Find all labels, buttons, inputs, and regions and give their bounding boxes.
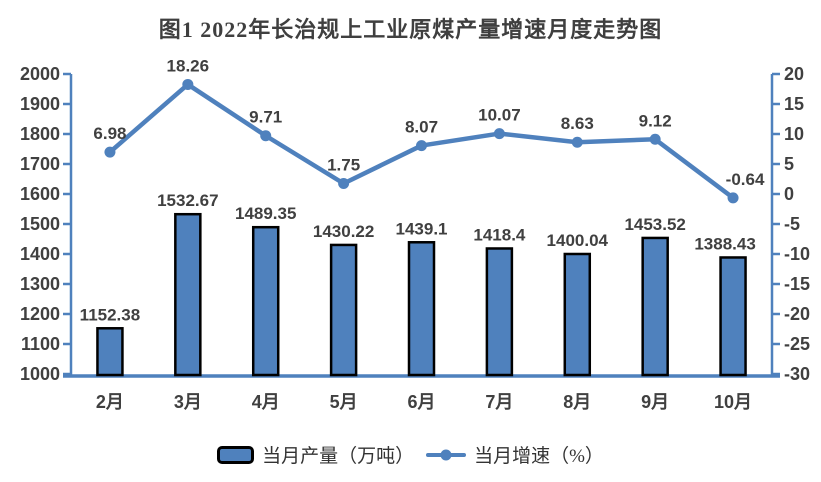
line-value-label: 9.71: [249, 108, 282, 127]
y-axis-right-tick-label: 20: [784, 64, 804, 84]
line-value-label: 8.63: [561, 114, 594, 133]
line-value-label: 6.98: [93, 124, 126, 143]
x-axis-category-label: 6月: [407, 392, 435, 412]
line-value-label: 18.26: [167, 56, 210, 75]
x-axis-category-label: 3月: [174, 392, 202, 412]
line-marker: [260, 130, 272, 142]
y-axis-left-tick-label: 1200: [20, 304, 60, 324]
y-axis-right-tick-label: -25: [784, 334, 810, 354]
line-value-label: 9.12: [639, 111, 672, 130]
y-axis-right-tick-label: -15: [784, 274, 810, 294]
line-value-label: 1.75: [327, 156, 360, 175]
y-axis-left-tick-label: 1800: [20, 124, 60, 144]
bar-value-label: 1430.22: [313, 222, 374, 241]
line-series-swatch-icon: [426, 449, 467, 460]
y-axis-left-tick-label: 1000: [20, 364, 60, 384]
bar-5月: [329, 243, 358, 377]
line-marker: [416, 140, 427, 152]
line-value-label: 8.07: [405, 118, 438, 137]
y-axis-right-tick-label: -10: [784, 244, 810, 264]
bar-6月: [407, 241, 436, 377]
y-axis-left-tick-label: 1700: [20, 154, 60, 174]
x-axis-category-label: 10月: [714, 392, 752, 412]
line-value-label: 10.07: [478, 106, 521, 125]
bar-value-label: 1439.1: [396, 219, 448, 238]
y-axis-right-tick-label: -20: [784, 304, 810, 324]
y-axis-right-tick-label: -30: [784, 364, 810, 384]
y-axis-left-tick-label: 1100: [21, 334, 60, 354]
bar-4月: [251, 225, 280, 377]
bar-value-label: 1388.43: [694, 234, 755, 253]
line-marker: [182, 78, 194, 90]
bar-10月: [719, 256, 747, 377]
line-marker-dot-icon: [440, 449, 452, 460]
y-axis-left-tick-label: 1600: [20, 184, 60, 204]
y-axis-left-tick-label: 1300: [20, 274, 60, 294]
legend-label-growth: 当月增速（%）: [474, 446, 604, 467]
line-marker: [338, 178, 350, 189]
bar-8月: [563, 252, 592, 377]
x-axis-category-label: 2月: [96, 392, 124, 412]
y-axis-left-tick-label: 2000: [20, 64, 60, 84]
line-value-label: -0.64: [726, 170, 765, 189]
line-marker: [571, 136, 583, 148]
bar-series-swatch-icon: [217, 445, 255, 464]
bar-value-label: 1418.4: [473, 225, 526, 244]
x-axis-category-label: 8月: [563, 392, 591, 412]
y-axis-left-tick-label: 1400: [20, 244, 60, 264]
line-marker: [649, 133, 661, 145]
bar-3月: [174, 212, 202, 377]
bar-2月: [96, 327, 124, 377]
x-axis-category-label: 4月: [252, 392, 280, 412]
legend-item-production: 当月产量（万吨）: [217, 441, 414, 468]
y-axis-left-tick-label: 1900: [20, 94, 60, 114]
bar-7月: [485, 247, 514, 377]
x-axis-category-label: 9月: [641, 392, 669, 412]
line-marker: [493, 128, 505, 140]
bar-value-label: 1489.35: [235, 204, 296, 223]
chart-legend: 当月产量（万吨） 当月增速（%）: [0, 441, 821, 468]
bar-value-label: 1152.38: [80, 305, 141, 324]
y-axis-right-tick-label: 0: [784, 184, 794, 204]
y-axis-right-tick-label: 15: [784, 94, 804, 114]
y-axis-right-tick-label: 5: [784, 154, 794, 174]
y-axis-right-tick-label: -5: [784, 214, 800, 234]
x-axis-category-label: 7月: [485, 392, 513, 412]
y-axis-right-tick-label: 10: [784, 124, 804, 144]
bar-value-label: 1453.52: [624, 215, 685, 234]
bar-value-label: 1532.67: [157, 191, 218, 210]
legend-label-production: 当月产量（万吨）: [262, 446, 415, 467]
chart-title: 图1 2022年长治规上工业原煤产量增速月度走势图: [158, 17, 663, 42]
bar-value-label: 1400.04: [547, 231, 609, 250]
legend-item-growth: 当月增速（%）: [426, 441, 604, 468]
y-axis-left-tick-label: 1500: [20, 214, 60, 234]
line-marker: [104, 146, 116, 158]
chart-plot-area: 1000 1100 1200 1300 1400 1500 1600 1700 1800 1900…: [20, 56, 810, 412]
x-axis-category-label: 5月: [330, 392, 358, 412]
bar-9月: [641, 236, 669, 377]
line-marker: [727, 192, 739, 204]
